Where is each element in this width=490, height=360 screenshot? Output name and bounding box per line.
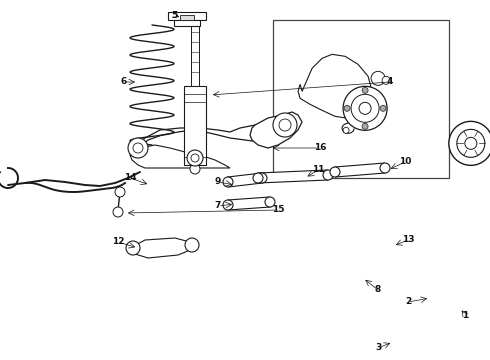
Circle shape	[128, 138, 148, 158]
Text: 6: 6	[121, 77, 127, 86]
Polygon shape	[250, 112, 302, 148]
Circle shape	[380, 105, 386, 111]
Text: 3: 3	[375, 343, 381, 352]
Bar	[174, 20, 200, 26]
Circle shape	[343, 86, 387, 130]
Circle shape	[257, 173, 267, 183]
Text: 11: 11	[312, 166, 324, 175]
Polygon shape	[130, 145, 230, 168]
Circle shape	[223, 200, 233, 210]
Circle shape	[187, 150, 203, 166]
Bar	[168, 12, 206, 20]
Bar	[191, 26, 199, 86]
Circle shape	[371, 71, 385, 85]
Circle shape	[449, 121, 490, 165]
Text: 14: 14	[123, 174, 136, 183]
Circle shape	[344, 105, 350, 111]
Circle shape	[343, 127, 349, 133]
Polygon shape	[228, 197, 270, 210]
Circle shape	[380, 163, 390, 173]
Polygon shape	[335, 163, 386, 177]
Circle shape	[359, 102, 371, 114]
Polygon shape	[298, 54, 372, 118]
Circle shape	[330, 167, 340, 177]
Text: 7: 7	[215, 202, 221, 211]
Circle shape	[382, 76, 390, 84]
Text: 4: 4	[387, 77, 393, 86]
Polygon shape	[130, 120, 290, 155]
Circle shape	[113, 207, 123, 217]
Polygon shape	[130, 238, 195, 258]
Text: 5: 5	[171, 10, 177, 19]
Circle shape	[273, 113, 297, 137]
Text: 2: 2	[405, 297, 411, 306]
Circle shape	[457, 129, 485, 157]
Circle shape	[465, 138, 477, 149]
Circle shape	[362, 123, 368, 129]
Circle shape	[115, 187, 125, 197]
Circle shape	[351, 94, 379, 122]
Circle shape	[323, 170, 333, 180]
Text: 10: 10	[399, 158, 411, 166]
Text: 13: 13	[402, 235, 414, 244]
Text: 15: 15	[272, 206, 284, 215]
Circle shape	[126, 241, 140, 255]
Polygon shape	[258, 170, 328, 183]
Text: 16: 16	[314, 144, 326, 153]
Circle shape	[223, 177, 233, 187]
Circle shape	[253, 173, 263, 183]
Bar	[184, 86, 206, 165]
Circle shape	[133, 143, 143, 153]
Text: 12: 12	[112, 238, 124, 247]
Circle shape	[191, 154, 199, 162]
Circle shape	[279, 119, 291, 131]
Text: 9: 9	[215, 177, 221, 186]
Circle shape	[362, 87, 368, 93]
Circle shape	[185, 238, 199, 252]
Bar	[273, 20, 449, 178]
Polygon shape	[227, 173, 263, 187]
Bar	[180, 15, 194, 20]
Text: 8: 8	[375, 285, 381, 294]
Text: 1: 1	[462, 310, 468, 320]
Circle shape	[265, 197, 275, 207]
Circle shape	[190, 164, 200, 174]
